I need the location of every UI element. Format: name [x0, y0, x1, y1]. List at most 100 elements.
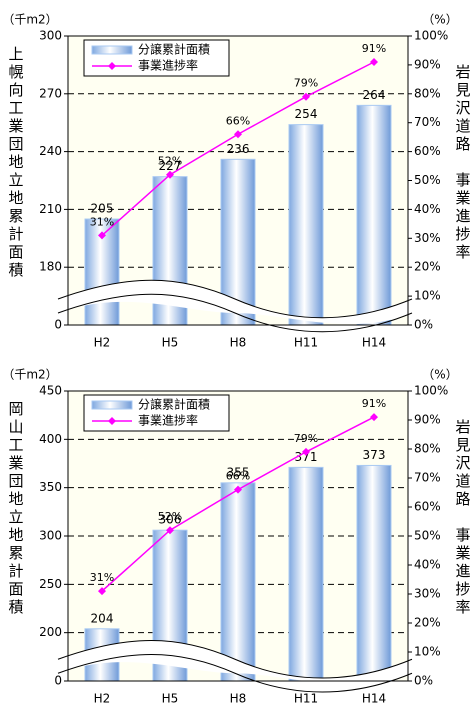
y2-tick-label: 30%: [414, 587, 441, 601]
axis-break-line: [57, 293, 413, 333]
y-tick-label: 450: [39, 384, 62, 398]
x-tick-label: H2: [94, 692, 111, 706]
y-tick-label: 270: [39, 86, 62, 100]
axis-break-line: [57, 279, 413, 319]
bar: [356, 464, 392, 682]
legend-label: 事業進捗率: [138, 58, 198, 73]
bar-value-label: 371: [295, 450, 318, 464]
y-unit: （千m2）: [2, 13, 57, 27]
legend-label: 分譲累計面積: [138, 397, 210, 412]
y-tick-label: 240: [39, 144, 62, 158]
y-tick-label: 0: [54, 318, 62, 332]
y-tick-label: 210: [39, 202, 62, 216]
x-tick-label: H11: [294, 692, 318, 706]
y2-tick-label: 70%: [414, 471, 441, 485]
line-value-label: 31%: [90, 571, 114, 584]
bar-value-label: 355: [227, 465, 250, 479]
y2-tick-label: 60%: [414, 144, 441, 158]
line-value-label: 52%: [158, 510, 182, 523]
line-marker: [166, 170, 174, 179]
line-value-label: 79%: [294, 77, 318, 90]
legend-swatch: [91, 45, 133, 55]
x-tick-label: H14: [362, 692, 386, 706]
x-tick-label: H11: [294, 336, 318, 350]
y2-tick-label: 40%: [414, 202, 441, 216]
y2-unit: （%）: [422, 368, 457, 382]
axis-break: [58, 640, 412, 685]
line-marker: [98, 231, 106, 240]
line-value-label: 52%: [158, 155, 182, 168]
line-marker: [98, 587, 106, 596]
y-tick-label: 400: [39, 432, 62, 446]
y2-tick-label: 20%: [414, 616, 441, 630]
x-tick-label: H5: [162, 692, 179, 706]
legend-marker: [108, 62, 116, 70]
y-tick-label: 300: [39, 529, 62, 543]
x-tick-label: H2: [94, 336, 111, 350]
y-tick-label: 0: [54, 674, 62, 688]
line-value-label: 79%: [294, 432, 318, 445]
line-marker: [234, 485, 242, 494]
bar-value-label: 227: [159, 159, 182, 173]
y2-axis-label: 岩見沢道路 事業進捗率: [454, 419, 472, 617]
legend-label: 分譲累計面積: [138, 42, 210, 57]
legend-label: 事業進捗率: [138, 413, 198, 428]
y2-tick-label: 30%: [414, 231, 441, 245]
line-value-label: 31%: [90, 215, 114, 228]
y2-tick-label: 100%: [414, 384, 448, 398]
y2-tick-label: 20%: [414, 260, 441, 274]
y2-tick-label: 90%: [414, 413, 441, 427]
bar-value-label: 236: [227, 142, 250, 156]
line-marker: [302, 92, 310, 101]
line-marker: [166, 526, 174, 535]
y2-tick-label: 90%: [414, 57, 441, 71]
axis-break-line: [57, 654, 413, 693]
x-tick-label: H8: [230, 336, 247, 350]
bar-value-label: 204: [91, 611, 114, 625]
bar-value-label: 306: [159, 513, 182, 527]
axis-break: [58, 280, 412, 325]
line-value-label: 66%: [226, 114, 250, 127]
plot-border: [67, 390, 409, 682]
y2-tick-label: 50%: [414, 529, 441, 543]
y2-tick-label: 80%: [414, 442, 441, 456]
y2-tick-label: 0%: [414, 674, 433, 688]
bar: [356, 104, 392, 326]
line-value-label: 91%: [362, 42, 386, 55]
x-tick-label: H5: [162, 336, 179, 350]
y2-tick-label: 10%: [414, 645, 441, 659]
bar-value-label: 205: [91, 202, 114, 216]
y2-tick-label: 40%: [414, 558, 441, 572]
bar-value-label: 373: [363, 448, 386, 462]
y-tick-label: 300: [39, 29, 62, 43]
plot-border: [67, 35, 409, 326]
y2-tick-label: 10%: [414, 289, 441, 303]
y-axis-label: 岡山工業団地立地累計面積: [7, 401, 25, 617]
y2-tick-label: 50%: [414, 173, 441, 187]
line-value-label: 66%: [226, 470, 250, 483]
y-tick-label: 250: [39, 577, 62, 591]
line-marker: [234, 130, 242, 139]
bar-value-label: 264: [363, 88, 386, 102]
line-marker: [302, 447, 310, 456]
y-tick-label: 200: [39, 625, 62, 639]
x-tick-label: H14: [362, 336, 386, 350]
y2-axis-label: 岩見沢道路 事業進捗率: [454, 64, 472, 262]
y-unit: （千m2）: [2, 368, 57, 382]
x-tick-label: H8: [230, 692, 247, 706]
bar: [288, 466, 324, 682]
y-tick-label: 350: [39, 480, 62, 494]
bar: [288, 124, 324, 326]
y2-tick-label: 80%: [414, 86, 441, 100]
y-axis-label: 上幌向工業団地立地累計面積: [7, 46, 25, 280]
legend-marker: [108, 417, 116, 425]
legend-swatch: [91, 400, 133, 410]
line-marker: [370, 58, 378, 67]
y2-tick-label: 70%: [414, 115, 441, 129]
y-tick-label: 180: [39, 260, 62, 274]
line-value-label: 91%: [362, 397, 386, 410]
axis-break-line: [57, 640, 413, 679]
y2-tick-label: 100%: [414, 29, 448, 43]
bar-value-label: 254: [295, 107, 318, 121]
